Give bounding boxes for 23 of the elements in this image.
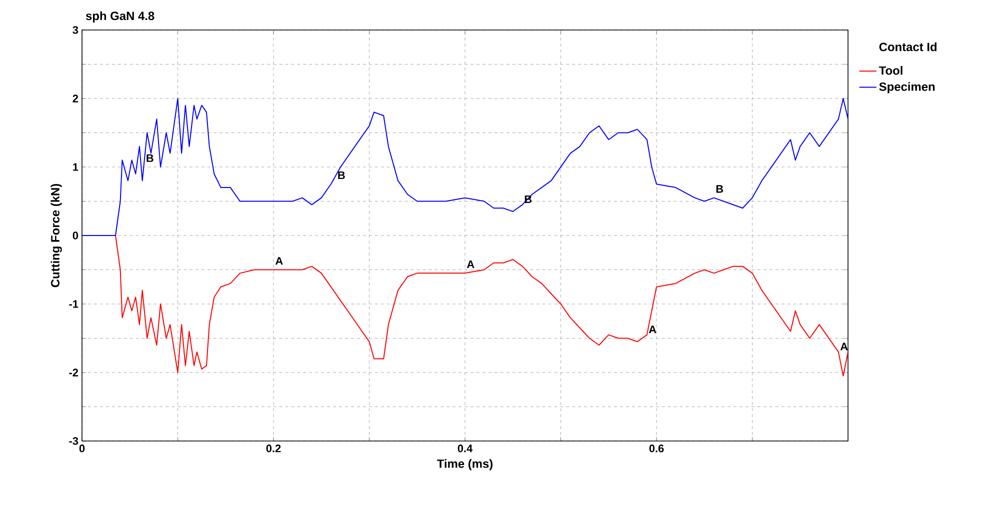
- annotation: A: [275, 257, 283, 265]
- legend-title: Contact Id: [879, 42, 936, 52]
- y-tick-label: -2: [69, 368, 78, 376]
- annotation: B: [146, 154, 154, 162]
- y-tick-label: 2: [72, 94, 78, 102]
- y-tick-label: -3: [69, 437, 78, 445]
- x-tick-label: 0.2: [266, 444, 281, 452]
- y-axis-title: Cutting Force (kN): [50, 184, 62, 288]
- y-tick-label: -1: [69, 300, 78, 308]
- y-tick-label: 3: [72, 26, 78, 34]
- x-tick-label: 0.4: [458, 444, 473, 452]
- x-axis-title: Time (ms): [437, 459, 493, 470]
- annotation: A: [466, 260, 474, 268]
- x-tick-label: 0: [79, 444, 85, 452]
- annotation: A: [648, 326, 656, 334]
- annotation: B: [716, 185, 724, 193]
- legend-label: Specimen: [879, 82, 935, 94]
- chart-title: sph GaN 4.8: [86, 11, 154, 22]
- y-tick-label: 1: [73, 163, 78, 171]
- y-tick-label: 0: [72, 232, 78, 240]
- x-tick-label: 0.6: [649, 444, 664, 452]
- legend-label: Tool: [878, 66, 902, 75]
- annotation: B: [338, 171, 345, 180]
